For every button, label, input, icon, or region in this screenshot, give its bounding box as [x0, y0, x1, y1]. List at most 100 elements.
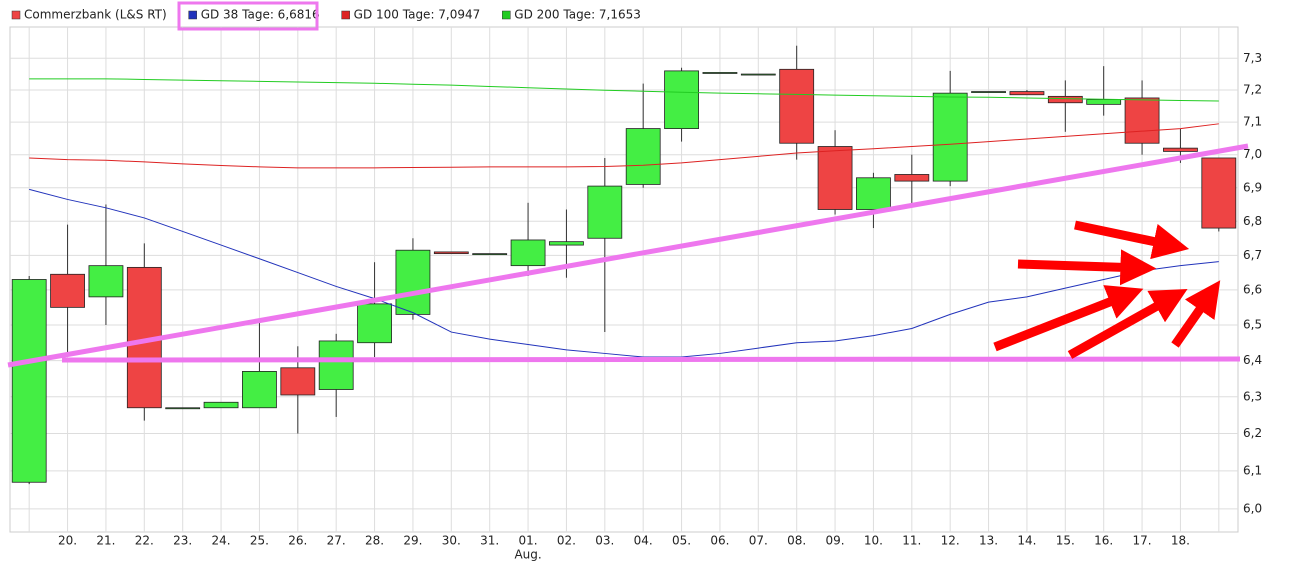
- candle-body: [1009, 91, 1045, 96]
- legend-label: Commerzbank (L&S RT): [24, 8, 167, 22]
- x-tick-label: 21.: [96, 534, 115, 548]
- y-tick-label: 7,3: [1243, 51, 1262, 65]
- trend-line: [7, 143, 1249, 368]
- ma-line: [29, 123, 1219, 169]
- candle-body: [318, 340, 354, 390]
- x-tick-label: 18.: [1171, 534, 1190, 548]
- candle-body: [357, 303, 392, 344]
- x-tick-label: 13.: [979, 534, 998, 548]
- x-tick-label: 30.: [442, 534, 461, 548]
- x-tick-label: 25.: [250, 534, 269, 548]
- x-sublabel: Aug.: [514, 548, 541, 562]
- support-line: [61, 356, 1241, 363]
- x-tick-label: 08.: [787, 534, 806, 548]
- x-tick-label: 05.: [672, 534, 691, 548]
- candle-body: [242, 371, 277, 409]
- candle-body: [165, 407, 201, 410]
- x-tick-label: 26.: [288, 534, 307, 548]
- x-tick-label: 20.: [58, 534, 77, 548]
- x-tick-label: 15.: [1056, 534, 1075, 548]
- x-tick-label: 07.: [749, 534, 768, 548]
- legend-swatch: [188, 10, 197, 20]
- highlight-box: [177, 1, 319, 31]
- y-tick-label: 7,1: [1243, 115, 1262, 129]
- y-tick-label: 6,6: [1243, 282, 1262, 296]
- ma-line: [29, 78, 1219, 102]
- x-tick-label: 29.: [403, 534, 422, 548]
- candle-body: [702, 72, 738, 74]
- candle-body: [587, 185, 623, 239]
- candle-body: [1086, 99, 1122, 105]
- x-tick-label: 01.: [519, 534, 538, 548]
- y-tick-label: 6,8: [1243, 214, 1262, 228]
- candle-body: [549, 241, 584, 246]
- legend-swatch: [341, 10, 350, 20]
- y-tick-label: 6,5: [1243, 317, 1262, 331]
- arrow: [1074, 220, 1190, 260]
- arrow: [1171, 280, 1221, 348]
- x-tick-label: 10.: [864, 534, 883, 548]
- y-tick-label: 6,1: [1243, 463, 1262, 477]
- x-tick-label: 23.: [173, 534, 192, 548]
- x-tick-label: 09.: [826, 534, 845, 548]
- x-tick-label: 06.: [710, 534, 729, 548]
- candle-body: [856, 177, 891, 210]
- x-tick-label: 24.: [212, 534, 231, 548]
- candle-body: [664, 70, 699, 129]
- candle-body: [203, 401, 239, 409]
- ma-line: [29, 188, 1219, 358]
- x-tick-label: 02.: [557, 534, 576, 548]
- candle-body: [779, 68, 815, 144]
- arrow: [993, 285, 1144, 352]
- y-tick-label: 6,0: [1243, 501, 1262, 515]
- plot-area: [9, 26, 1239, 533]
- legend: Commerzbank (L&S RT) GD 38 Tage: 6,6816 GD…: [11, 8, 641, 22]
- y-tick-label: 6,4: [1243, 353, 1262, 367]
- x-tick-label: 17.: [1133, 534, 1152, 548]
- candle-body: [1201, 157, 1237, 229]
- candle-body: [472, 253, 508, 256]
- candle-body: [88, 265, 124, 298]
- x-tick-label: 03.: [595, 534, 614, 548]
- legend-label: GD 100 Tage: 7,0947: [354, 8, 481, 22]
- candle-body: [395, 249, 431, 315]
- candle-body: [817, 146, 853, 210]
- y-tick-label: 7,2: [1243, 82, 1262, 96]
- x-tick-label: 16.: [1094, 534, 1113, 548]
- y-tick-label: 6,9: [1243, 180, 1262, 194]
- x-tick-label: 31.: [480, 534, 499, 548]
- x-tick-label: 12.: [941, 534, 960, 548]
- x-tick-label: 22.: [135, 534, 154, 548]
- candle-body: [1163, 147, 1198, 152]
- candle-body: [932, 92, 968, 182]
- legend-swatch: [11, 10, 21, 20]
- legend-label: GD 38 Tage: 6,6816: [201, 8, 320, 22]
- candle-body: [1124, 97, 1160, 144]
- arrow: [1017, 249, 1157, 286]
- candle-body: [971, 91, 1006, 93]
- candle-body: [11, 279, 47, 483]
- annotations: [7, 143, 1249, 368]
- x-tick-label: 28.: [365, 534, 384, 548]
- marks: [11, 45, 1237, 485]
- y-tick-label: 6,7: [1243, 248, 1262, 262]
- x-tick-label: 14.: [1017, 534, 1036, 548]
- candle-body: [433, 251, 469, 255]
- x-tick-label: 04.: [634, 534, 653, 548]
- legend-label: GD 200 Tage: 7,1653: [514, 8, 641, 22]
- legend-swatch: [502, 10, 511, 20]
- candle-body: [280, 367, 316, 396]
- candle-body: [625, 128, 661, 185]
- candle-body: [50, 273, 85, 308]
- candle-body: [740, 73, 776, 76]
- y-tick-label: 6,2: [1243, 426, 1262, 440]
- candle-body: [894, 174, 930, 182]
- x-tick-label: 27.: [327, 534, 346, 548]
- arrow: [1067, 288, 1188, 359]
- candle-body: [510, 239, 546, 267]
- y-tick-label: 6,3: [1243, 389, 1262, 403]
- y-tick-label: 7,0: [1243, 147, 1262, 161]
- candle-body: [1047, 95, 1083, 104]
